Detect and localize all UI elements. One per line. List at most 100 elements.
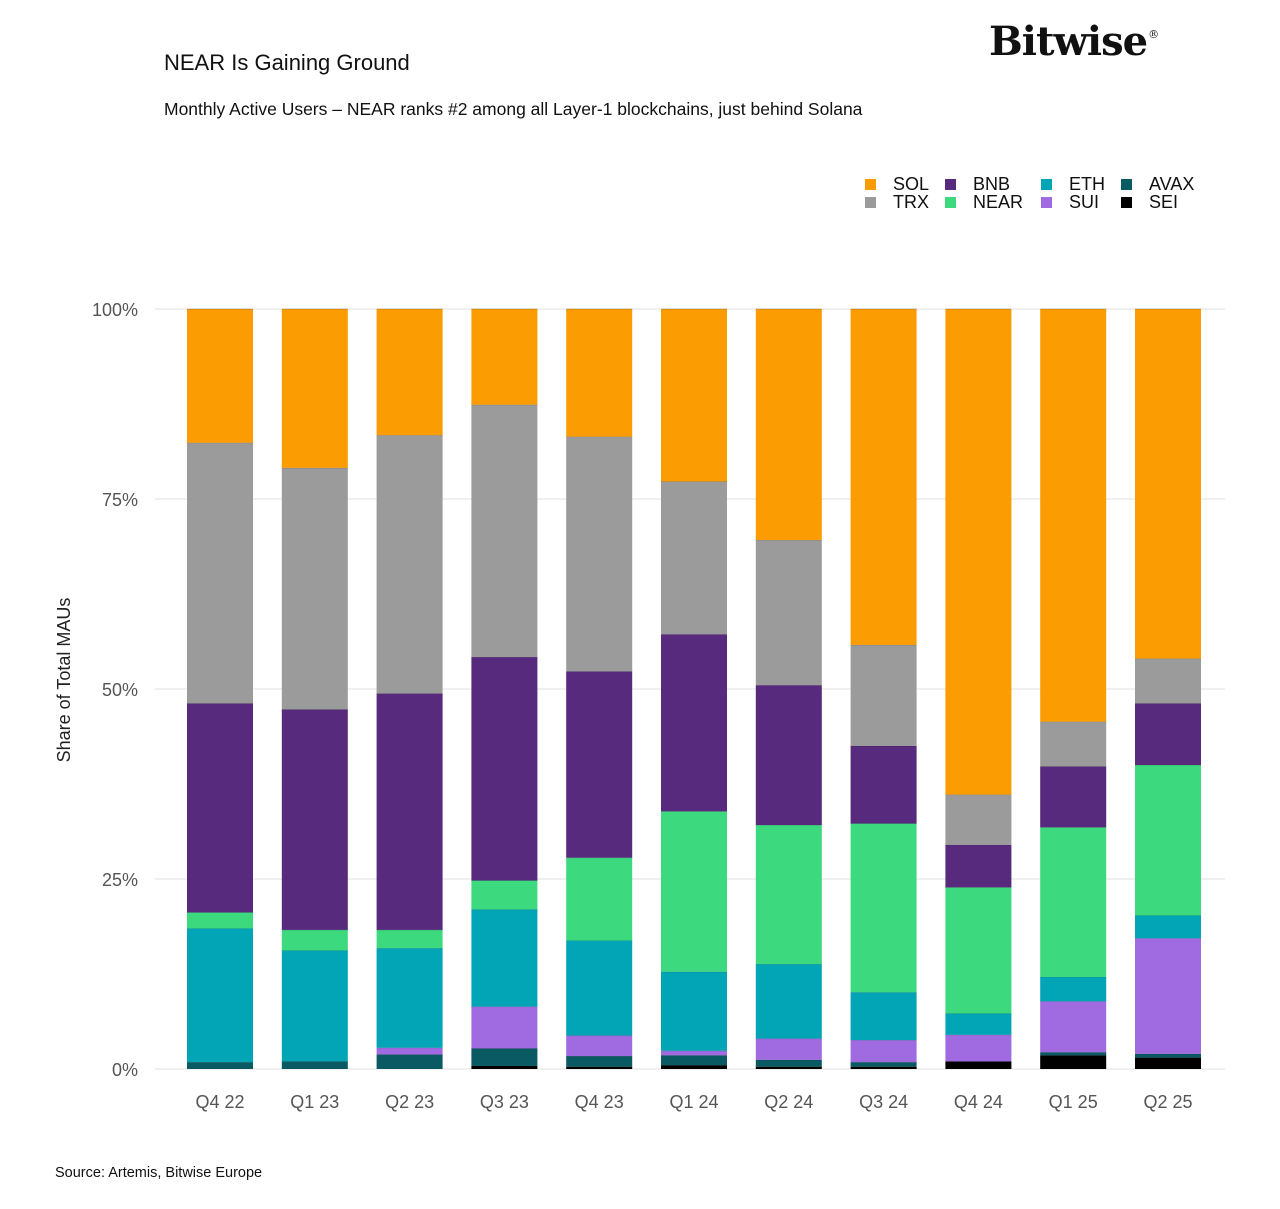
bar-stack	[1135, 308, 1201, 1069]
x-tick-label: Q4 23	[575, 1092, 624, 1112]
bar-segment-eth	[566, 940, 633, 1036]
brand-wordmark: Bitwise	[989, 18, 1148, 65]
legend-swatch	[1121, 196, 1132, 208]
legend-swatch	[945, 178, 956, 190]
chart-subtitle: Monthly Active Users – NEAR ranks #2 amo…	[164, 99, 863, 119]
bar-stack	[945, 308, 1012, 1069]
bar-segment-bnb	[850, 746, 917, 824]
y-tick-label: 25%	[102, 870, 138, 890]
bar-segment-avax	[1040, 1052, 1107, 1056]
bar-segment-avax	[755, 1059, 822, 1067]
legend-swatch	[1041, 178, 1052, 190]
bar-segment-trx	[661, 481, 727, 635]
bar-segment-sei	[566, 1066, 633, 1069]
bar-segment-trx	[281, 467, 348, 710]
bar-segment-eth	[850, 992, 917, 1041]
bar-segment-sol	[471, 309, 538, 405]
y-tick-label: 100%	[92, 300, 138, 320]
bar-segment-sol	[755, 309, 822, 541]
y-tick-label: 0%	[112, 1060, 138, 1080]
chart-legend: SOL BNB ETH AVAX TRX NEAR SUI SEI	[865, 173, 1225, 215]
bar-segment-avax	[471, 1048, 538, 1066]
bar-segment-trx	[850, 644, 917, 746]
bar-segment-avax	[661, 1055, 727, 1066]
bar-segment-bnb	[755, 685, 822, 826]
legend-item-trx: TRX	[865, 191, 929, 212]
bar-segment-sui	[566, 1035, 633, 1057]
bar-segment-sui	[850, 1040, 917, 1063]
bar-segment-trx	[1135, 658, 1201, 704]
bar-stack	[187, 308, 253, 1069]
bar-segment-sui	[945, 1034, 1012, 1062]
bitwise-logo: Bitwise®	[989, 18, 1159, 65]
bar-segment-near	[850, 823, 917, 993]
bar-segment-eth	[281, 950, 348, 1062]
bar-segment-trx	[1040, 721, 1107, 767]
legend-item-bnb: BNB	[945, 173, 1011, 194]
bar-segment-near	[945, 887, 1012, 1014]
bar-segment-sol	[661, 309, 727, 482]
bar-segment-eth	[945, 1013, 1012, 1035]
bar-segment-sui	[1135, 938, 1201, 1054]
legend-label: NEAR	[973, 191, 1024, 212]
bar-segment-trx	[755, 540, 822, 686]
bar-segment-avax	[376, 1054, 443, 1069]
bar-segment-near	[471, 880, 538, 910]
x-tick-label: Q2 24	[764, 1092, 813, 1112]
bar-segment-sui	[376, 1047, 443, 1055]
bar-segment-sol	[566, 309, 633, 437]
legend-item-eth: ETH	[1041, 174, 1105, 194]
bar-segment-near	[755, 825, 822, 965]
bar-segment-avax	[187, 1062, 253, 1069]
legend-item-sol: SOL	[865, 173, 930, 194]
legend-label: SOL	[893, 173, 930, 194]
bar-segment-near	[281, 929, 348, 951]
bar-segment-trx	[566, 436, 633, 672]
bar-segment-eth	[1135, 915, 1201, 939]
bar-segment-sol	[376, 309, 443, 436]
x-axis-ticks: Q4 22 Q1 23 Q2 23 Q3 23 Q4 23 Q1 24 Q2 24 Q3 24…	[195, 1092, 1192, 1112]
bar-stack	[376, 308, 443, 1069]
bar-segment-near	[1040, 827, 1107, 978]
bar-segment-sol	[945, 309, 1012, 795]
bar-segment-sol	[281, 309, 348, 468]
bar-segment-near	[1135, 765, 1201, 916]
bar-segment-eth	[1040, 977, 1107, 1002]
bar-segment-bnb	[566, 671, 633, 858]
chart-title: NEAR Is Gaining Ground	[164, 50, 410, 75]
bar-segment-sei	[1135, 1057, 1201, 1069]
bar-segment-bnb	[1040, 766, 1107, 828]
bar-segment-sol	[1135, 309, 1201, 659]
bar-segment-near	[376, 929, 443, 949]
bar-segment-sei	[661, 1065, 727, 1069]
bar-segment-trx	[187, 442, 253, 704]
legend-label: BNB	[973, 173, 1011, 194]
bar-segment-near	[187, 912, 253, 929]
bar-segment-sui	[471, 1006, 538, 1049]
y-axis-label: Share of Total MAUs	[54, 598, 74, 763]
bar-stack	[281, 308, 348, 1069]
bar-segment-eth	[755, 964, 822, 1039]
bar-stack	[471, 308, 538, 1069]
bar-stack	[755, 308, 822, 1069]
bar-segment-sui	[1040, 1001, 1107, 1053]
bar-segment-sol	[850, 309, 917, 645]
bar-segment-trx	[945, 794, 1012, 845]
bars	[187, 308, 1201, 1069]
legend-label: TRX	[893, 191, 929, 212]
source-note: Source: Artemis, Bitwise Europe	[55, 1165, 263, 1181]
legend-item-sui: SUI	[1041, 192, 1099, 212]
bar-segment-sol	[187, 309, 253, 443]
y-tick-label: 50%	[102, 680, 138, 700]
x-tick-label: Q3 23	[480, 1092, 529, 1112]
x-tick-label: Q2 25	[1143, 1092, 1192, 1112]
bar-segment-trx	[376, 435, 443, 694]
bar-segment-sei	[945, 1061, 1012, 1069]
registered-mark: ®	[1148, 28, 1159, 41]
bar-segment-bnb	[187, 703, 253, 913]
x-tick-label: Q4 22	[195, 1092, 244, 1112]
bar-stack	[1040, 308, 1107, 1069]
bar-segment-trx	[471, 404, 538, 658]
bar-stack	[566, 308, 633, 1069]
